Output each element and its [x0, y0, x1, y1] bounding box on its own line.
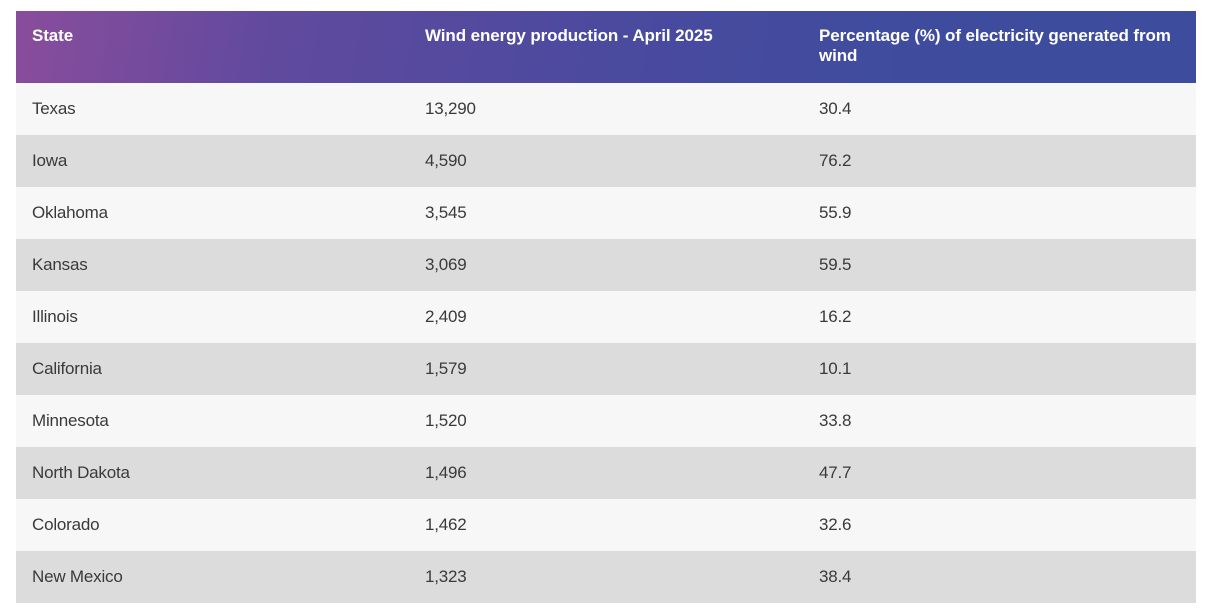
header-percentage-wind: Percentage (%) of electricity generated … — [819, 26, 1171, 65]
cell-percentage: 30.4 — [819, 99, 852, 118]
cell-percentage: 10.1 — [819, 359, 852, 378]
cell-state: California — [32, 359, 102, 378]
cell-state: Colorado — [32, 515, 100, 534]
table-row: Iowa 4,590 76.2 — [16, 135, 1196, 187]
cell-state: Texas — [32, 99, 76, 118]
cell-state: Kansas — [32, 255, 88, 274]
table-body: Texas 13,290 30.4 Iowa 4,590 76.2 Oklaho… — [16, 83, 1196, 603]
cell-state: Minnesota — [32, 411, 109, 430]
wind-energy-table-container: State Wind energy production - April 202… — [16, 11, 1196, 603]
table-row: Illinois 2,409 16.2 — [16, 291, 1196, 343]
cell-percentage: 55.9 — [819, 203, 852, 222]
table-row: Minnesota 1,520 33.8 — [16, 395, 1196, 447]
cell-state: Illinois — [32, 307, 78, 326]
cell-state: New Mexico — [32, 567, 123, 586]
cell-production: 1,520 — [425, 411, 467, 430]
cell-percentage: 47.7 — [819, 463, 852, 482]
header-wind-production: Wind energy production - April 2025 — [425, 26, 713, 45]
wind-energy-table: State Wind energy production - April 202… — [16, 11, 1196, 603]
cell-state: Iowa — [32, 151, 68, 170]
cell-production: 13,290 — [425, 99, 476, 118]
table-row: Kansas 3,069 59.5 — [16, 239, 1196, 291]
table-row: California 1,579 10.1 — [16, 343, 1196, 395]
cell-production: 4,590 — [425, 151, 467, 170]
cell-production: 1,323 — [425, 567, 467, 586]
cell-state: North Dakota — [32, 463, 130, 482]
cell-percentage: 76.2 — [819, 151, 852, 170]
cell-state: Oklahoma — [32, 203, 108, 222]
header-row: State Wind energy production - April 202… — [16, 11, 1196, 83]
table-row: Oklahoma 3,545 55.9 — [16, 187, 1196, 239]
table-row: Colorado 1,462 32.6 — [16, 499, 1196, 551]
cell-production: 3,545 — [425, 203, 467, 222]
table-row: Texas 13,290 30.4 — [16, 83, 1196, 135]
cell-percentage: 16.2 — [819, 307, 852, 326]
header-state: State — [32, 26, 74, 45]
cell-production: 3,069 — [425, 255, 467, 274]
cell-production: 1,496 — [425, 463, 467, 482]
table-row: New Mexico 1,323 38.4 — [16, 551, 1196, 603]
cell-production: 1,579 — [425, 359, 467, 378]
cell-percentage: 32.6 — [819, 515, 852, 534]
cell-percentage: 38.4 — [819, 567, 852, 586]
cell-production: 1,462 — [425, 515, 467, 534]
cell-production: 2,409 — [425, 307, 467, 326]
table-row: North Dakota 1,496 47.7 — [16, 447, 1196, 499]
table-header: State Wind energy production - April 202… — [16, 11, 1196, 83]
cell-percentage: 59.5 — [819, 255, 852, 274]
cell-percentage: 33.8 — [819, 411, 852, 430]
